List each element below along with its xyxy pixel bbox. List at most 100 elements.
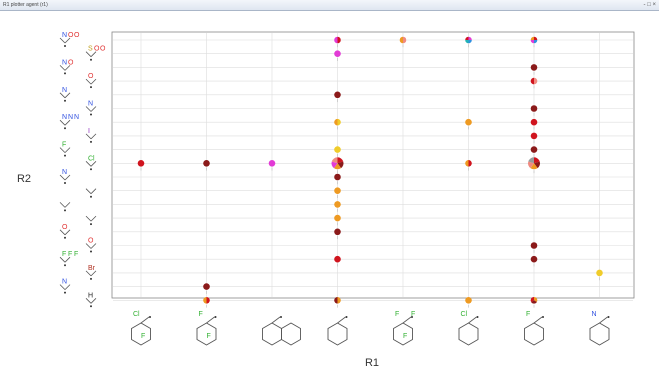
data-point-wedge xyxy=(334,91,341,99)
atom-label: O xyxy=(74,32,80,39)
attachment-point xyxy=(64,236,66,239)
ring xyxy=(589,322,610,346)
data-point-wedge xyxy=(334,214,341,222)
attachment-point xyxy=(90,250,92,253)
atom-label: N xyxy=(62,32,67,39)
structure-bond xyxy=(85,243,92,249)
atom-label: F xyxy=(403,333,407,340)
data-point-wedge xyxy=(465,160,469,167)
plot-frame xyxy=(111,31,635,299)
data-point-wedge xyxy=(334,36,338,44)
attachment-point xyxy=(90,140,92,143)
data-point-wedge xyxy=(337,297,341,304)
data-point-wedge xyxy=(530,146,538,153)
atom-label: F xyxy=(526,311,530,318)
x-structure-2-pyridyl: N xyxy=(589,311,610,346)
structure-bond xyxy=(59,119,66,126)
data-point xyxy=(334,118,341,130)
data-point-wedge xyxy=(334,50,341,57)
structure-bond xyxy=(90,51,97,57)
y-structure-amino: F xyxy=(59,142,71,157)
structure-bond xyxy=(85,106,92,112)
data-point xyxy=(399,36,407,48)
atom-label: Cl xyxy=(133,311,140,318)
structure-bond xyxy=(64,256,71,263)
data-point xyxy=(530,255,538,267)
structure-bond xyxy=(64,202,71,208)
structure-bond xyxy=(64,229,71,236)
atom-label: F xyxy=(411,311,415,318)
data-point-wedge xyxy=(468,160,472,167)
data-point xyxy=(203,160,210,171)
structure-bond xyxy=(90,133,97,140)
data-point-wedge xyxy=(596,269,603,277)
y-structure-dimethylamino xyxy=(59,202,71,212)
attachment-point xyxy=(345,316,348,318)
structure-bond xyxy=(271,316,281,324)
data-point-wedge xyxy=(534,297,538,302)
data-point xyxy=(465,297,472,308)
structure-bond xyxy=(468,316,477,324)
atom-label: Br xyxy=(88,265,96,272)
atom-label: O xyxy=(100,46,106,53)
y-structure-chloro: N xyxy=(59,169,71,184)
data-point-wedge xyxy=(534,157,540,164)
data-point xyxy=(527,157,541,174)
attachment-point xyxy=(64,154,66,157)
data-point-wedge xyxy=(530,163,538,170)
data-point-wedge xyxy=(268,160,276,167)
x-structure-2-fluorophenyl: F xyxy=(524,311,544,346)
data-point xyxy=(334,146,341,157)
data-point-wedge xyxy=(531,300,537,304)
structure-bond xyxy=(85,270,92,277)
attachment-point xyxy=(64,291,66,294)
structure-bond xyxy=(59,37,66,44)
structure-bond xyxy=(85,51,92,57)
structure-bond xyxy=(90,161,97,167)
structure-bond xyxy=(85,161,92,167)
atom-label: N xyxy=(62,169,67,176)
atom-label: O xyxy=(88,238,94,245)
data-point-wedge xyxy=(334,255,341,263)
ring xyxy=(327,322,348,346)
data-point-wedge xyxy=(334,118,338,126)
x-structure-phenyl xyxy=(327,316,348,346)
window-controls[interactable]: - □ × xyxy=(643,2,656,8)
data-point xyxy=(334,187,341,198)
ring xyxy=(262,322,282,346)
data-point xyxy=(334,228,341,240)
attachment-point xyxy=(64,99,66,102)
data-point-wedge xyxy=(337,118,341,126)
atom-label: S xyxy=(88,46,93,53)
structure-bond xyxy=(59,284,66,290)
structure-bond xyxy=(90,188,97,194)
data-point xyxy=(530,64,538,75)
ring xyxy=(131,322,151,346)
structure-bond xyxy=(140,316,150,324)
data-point xyxy=(465,160,472,171)
y-structure-ethyl xyxy=(85,188,97,198)
structure-bond xyxy=(85,133,92,140)
attachment-point xyxy=(90,277,92,280)
atom-label: F xyxy=(62,142,66,149)
data-point-wedge xyxy=(334,173,341,181)
atom-label: F xyxy=(62,251,66,258)
y-structure-methylamino: N xyxy=(85,101,97,116)
data-point-wedge xyxy=(468,36,472,40)
atom-label: F xyxy=(68,251,72,258)
data-point-wedge xyxy=(530,36,534,40)
data-point xyxy=(334,201,341,212)
atom-label: H xyxy=(88,292,93,299)
data-point-wedge xyxy=(334,228,341,236)
ring xyxy=(458,322,479,346)
attachment-point xyxy=(90,305,92,308)
attachment-point xyxy=(90,168,92,171)
atom-label: N xyxy=(62,87,67,94)
structure-bond xyxy=(90,270,97,277)
data-point-wedge xyxy=(337,157,344,164)
structure-bond xyxy=(59,174,66,181)
